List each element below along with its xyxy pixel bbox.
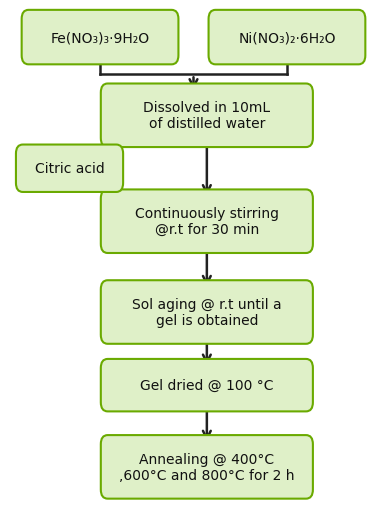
FancyBboxPatch shape xyxy=(209,11,365,65)
Text: Sol aging @ r.t until a
gel is obtained: Sol aging @ r.t until a gel is obtained xyxy=(132,297,282,327)
FancyBboxPatch shape xyxy=(101,435,313,499)
Text: Continuously stirring
@r.t for 30 min: Continuously stirring @r.t for 30 min xyxy=(135,207,279,237)
FancyBboxPatch shape xyxy=(101,359,313,412)
Text: Dissolved in 10mL
of distilled water: Dissolved in 10mL of distilled water xyxy=(143,101,271,131)
FancyBboxPatch shape xyxy=(101,190,313,253)
FancyBboxPatch shape xyxy=(101,280,313,344)
Text: Annealing @ 400°C
,600°C and 800°C for 2 h: Annealing @ 400°C ,600°C and 800°C for 2… xyxy=(119,452,295,482)
FancyBboxPatch shape xyxy=(101,84,313,148)
Text: Fe(NO₃)₃·9H₂O: Fe(NO₃)₃·9H₂O xyxy=(50,31,150,45)
FancyBboxPatch shape xyxy=(16,145,123,192)
Text: Citric acid: Citric acid xyxy=(35,162,104,176)
FancyBboxPatch shape xyxy=(22,11,178,65)
Text: Gel dried @ 100 °C: Gel dried @ 100 °C xyxy=(140,378,274,392)
Text: Ni(NO₃)₂·6H₂O: Ni(NO₃)₂·6H₂O xyxy=(238,31,336,45)
